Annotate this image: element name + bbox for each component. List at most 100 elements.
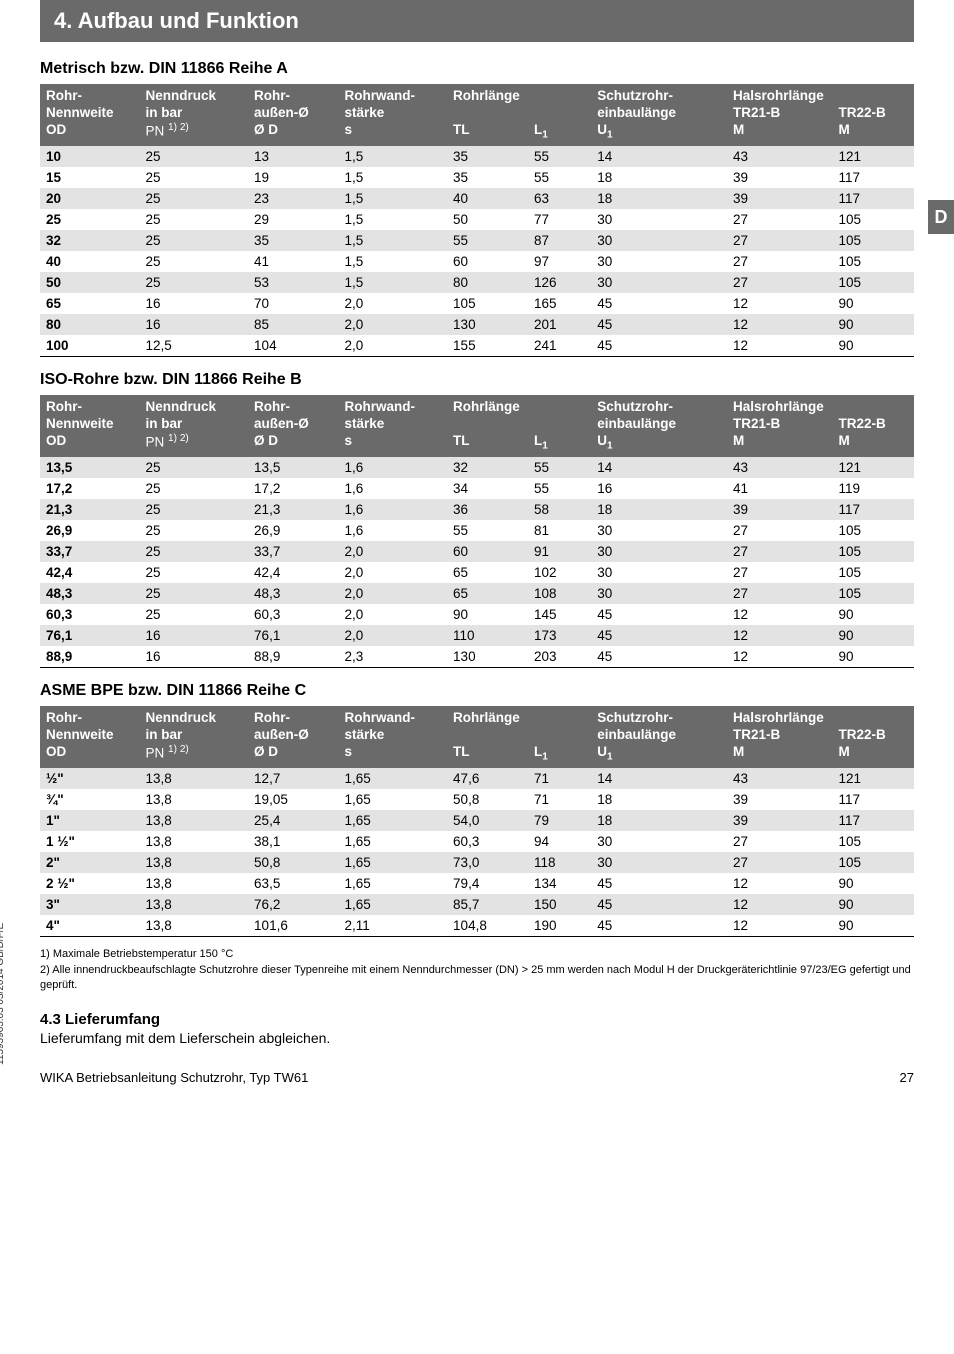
table-cell: 85 <box>248 314 338 335</box>
table-cell: 16 <box>140 314 249 335</box>
table-cell: 1,5 <box>339 188 448 209</box>
table-cell: 119 <box>832 478 914 499</box>
table-row: 4"13,8101,62,11104,8190451290 <box>40 915 914 937</box>
table-cell: 13,8 <box>140 852 249 873</box>
table-cell: 35 <box>447 167 528 188</box>
table-row: 48,32548,32,0651083027105 <box>40 583 914 604</box>
table-cell: 12 <box>727 335 833 357</box>
table-cell: 105 <box>832 520 914 541</box>
table-cell: 25 <box>140 499 249 520</box>
side-tab: D <box>928 200 954 234</box>
data-table: Rohr-NennweiteOD Nenndruck in barPN 1) 2… <box>40 706 914 937</box>
table-cell: 30 <box>591 272 727 293</box>
table-cell: 90 <box>832 646 914 668</box>
table-cell: 17,2 <box>40 478 140 499</box>
table-cell: 1,5 <box>339 209 448 230</box>
table-cell: 25 <box>140 209 249 230</box>
table-cell: 30 <box>591 230 727 251</box>
table-cell: 43 <box>727 457 833 478</box>
table-cell: 30 <box>591 209 727 230</box>
table-cell: 91 <box>528 541 591 562</box>
table-cell: 1,5 <box>339 230 448 251</box>
table-cell: 13,8 <box>140 768 249 789</box>
table-row: 26,92526,91,655813027105 <box>40 520 914 541</box>
table-cell: 18 <box>591 810 727 831</box>
table-cell: 13,8 <box>140 873 249 894</box>
table-cell: 71 <box>528 789 591 810</box>
table-cell: 32 <box>447 457 528 478</box>
table-cell: 35 <box>248 230 338 251</box>
table-cell: 80 <box>40 314 140 335</box>
table-cell: 63,5 <box>248 873 338 894</box>
table-cell: 53 <box>248 272 338 293</box>
table-cell: 13,8 <box>140 789 249 810</box>
table-row: 10012,51042,0155241451290 <box>40 335 914 357</box>
table-cell: 12,5 <box>140 335 249 357</box>
table-cell: 50,8 <box>447 789 528 810</box>
table-cell: 25 <box>140 272 249 293</box>
table-cell: 190 <box>528 915 591 937</box>
table-row: 1"13,825,41,6554,0791839117 <box>40 810 914 831</box>
table-row: 60,32560,32,090145451290 <box>40 604 914 625</box>
table-cell: 27 <box>727 230 833 251</box>
table-row: 6516702,0105165451290 <box>40 293 914 314</box>
table-cell: 121 <box>832 146 914 167</box>
data-table: Rohr-NennweiteOD Nenndruck in barPN 1) 2… <box>40 395 914 668</box>
table-cell: 105 <box>447 293 528 314</box>
table-cell: 126 <box>528 272 591 293</box>
table-cell: 90 <box>832 894 914 915</box>
table-cell: 16 <box>140 646 249 668</box>
table-cell: 13,8 <box>140 831 249 852</box>
table-cell: 45 <box>591 915 727 937</box>
table-cell: 27 <box>727 272 833 293</box>
table-cell: 12 <box>727 915 833 937</box>
table-cell: 32 <box>40 230 140 251</box>
table-cell: 25 <box>140 188 249 209</box>
table-cell: 90 <box>832 335 914 357</box>
table-cell: 10 <box>40 146 140 167</box>
table-cell: 108 <box>528 583 591 604</box>
table-cell: 1 ½" <box>40 831 140 852</box>
table-cell: 45 <box>591 894 727 915</box>
table-cell: 70 <box>248 293 338 314</box>
table-cell: 16 <box>140 293 249 314</box>
table-cell: 105 <box>832 209 914 230</box>
table-cell: 38,1 <box>248 831 338 852</box>
table-row: 2525291,550773027105 <box>40 209 914 230</box>
table-cell: 1,6 <box>339 499 448 520</box>
table-cell: 60 <box>447 541 528 562</box>
table-cell: 26,9 <box>248 520 338 541</box>
table-cell: 90 <box>832 625 914 646</box>
table-cell: 13,5 <box>248 457 338 478</box>
table-cell: 25 <box>140 478 249 499</box>
table-cell: 12 <box>727 894 833 915</box>
table-caption: ISO-Rohre bzw. DIN 11866 Reihe B <box>40 371 914 389</box>
table-cell: 12 <box>727 293 833 314</box>
table-cell: 105 <box>832 272 914 293</box>
table-cell: 41 <box>248 251 338 272</box>
table-cell: 42,4 <box>248 562 338 583</box>
table-cell: 117 <box>832 789 914 810</box>
table-row: 21,32521,31,636581839117 <box>40 499 914 520</box>
table-cell: 60,3 <box>447 831 528 852</box>
table-row: ½"13,812,71,6547,6711443121 <box>40 768 914 789</box>
table-cell: 1,65 <box>339 852 448 873</box>
table-cell: 1,65 <box>339 810 448 831</box>
table-cell: 105 <box>832 831 914 852</box>
table-cell: 33,7 <box>40 541 140 562</box>
table-row: 76,11676,12,0110173451290 <box>40 625 914 646</box>
table-cell: 63 <box>528 188 591 209</box>
table-cell: 55 <box>528 146 591 167</box>
table-cell: 14 <box>591 457 727 478</box>
table-cell: 26,9 <box>40 520 140 541</box>
table-cell: 15 <box>40 167 140 188</box>
table-cell: 18 <box>591 188 727 209</box>
table-cell: 25 <box>140 604 249 625</box>
table-cell: 13,8 <box>140 915 249 937</box>
table-cell: 55 <box>528 478 591 499</box>
table-row: 5025531,5801263027105 <box>40 272 914 293</box>
footnote-1: 1) Maximale Betriebstemperatur 150 °C <box>40 947 914 962</box>
table-cell: 30 <box>591 831 727 852</box>
table-cell: 2" <box>40 852 140 873</box>
table-cell: 45 <box>591 314 727 335</box>
